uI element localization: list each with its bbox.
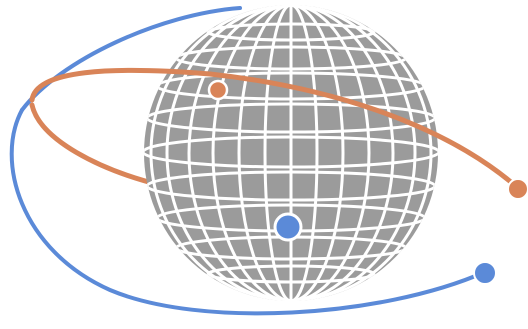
longitude-line bbox=[187, 5, 395, 301]
longitude-line bbox=[263, 5, 319, 301]
orange-orbit-back bbox=[29, 102, 163, 188]
orbits-back bbox=[20, 6, 242, 188]
orange-satellite-on-globe bbox=[207, 79, 229, 101]
orange-satellite-right bbox=[507, 178, 528, 200]
orbits-front bbox=[9, 67, 521, 316]
blue-orbit-front bbox=[9, 108, 487, 316]
longitude-line bbox=[165, 5, 417, 301]
satellites bbox=[207, 79, 528, 285]
globe bbox=[144, 5, 438, 301]
blue-satellite-bottom-right bbox=[473, 261, 497, 285]
blue-orbit-back bbox=[20, 6, 242, 112]
longitude-line bbox=[211, 5, 371, 301]
blue-satellite-on-globe bbox=[273, 212, 303, 242]
longitude-line bbox=[237, 5, 345, 301]
longitude-line bbox=[149, 5, 433, 301]
orange-orbit-front bbox=[29, 67, 521, 191]
